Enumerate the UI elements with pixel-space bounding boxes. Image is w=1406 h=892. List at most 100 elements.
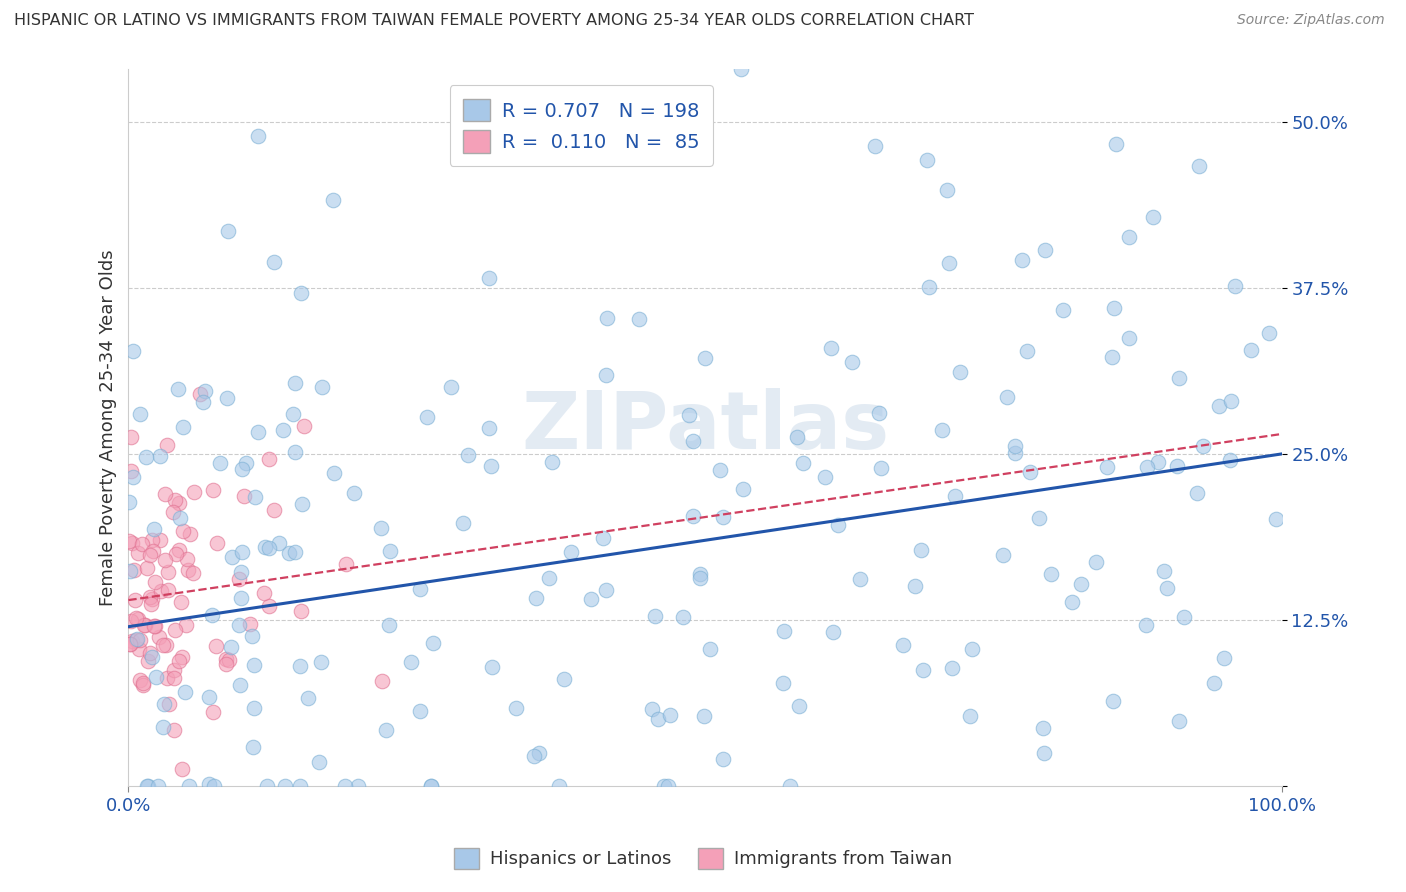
Point (1052, 302, 1074, 317)
Point (240, 629, 263, 643)
Point (231, 461, 253, 475)
Point (165, 547, 187, 561)
Point (730, 62, 752, 76)
Point (1173, 609, 1195, 624)
Point (141, 591, 163, 606)
Point (699, 642, 721, 657)
Point (134, 618, 156, 632)
Point (820, 341, 842, 355)
Point (174, 618, 197, 632)
Point (841, 354, 863, 368)
Point (135, 450, 157, 464)
Point (165, 624, 187, 638)
Point (120, 614, 142, 628)
Point (228, 572, 250, 586)
Point (592, 531, 614, 545)
Point (322, 194, 344, 208)
Point (269, 536, 291, 550)
Point (422, 636, 444, 650)
Point (1204, 676, 1226, 690)
Point (136, 560, 159, 574)
Point (288, 659, 311, 673)
Point (141, 533, 163, 547)
Point (848, 572, 870, 586)
Point (821, 625, 844, 640)
Point (121, 634, 143, 648)
Point (371, 674, 394, 689)
Point (1265, 512, 1288, 526)
Point (682, 509, 704, 524)
Point (931, 423, 953, 437)
Point (595, 583, 617, 598)
Point (142, 543, 165, 558)
Point (139, 548, 162, 562)
Point (201, 607, 224, 622)
Point (408, 582, 430, 596)
Point (1070, 577, 1092, 591)
Point (869, 461, 891, 475)
Point (311, 380, 333, 394)
Text: ZIPatlas: ZIPatlas (522, 388, 889, 467)
Point (231, 591, 253, 605)
Point (121, 536, 143, 550)
Point (523, 749, 546, 764)
Point (246, 425, 269, 440)
Point (1033, 244, 1056, 258)
Point (242, 658, 264, 673)
Point (457, 448, 479, 462)
Point (201, 705, 224, 719)
Point (290, 604, 312, 618)
Point (995, 390, 1018, 404)
Point (941, 661, 963, 675)
Point (787, 699, 810, 714)
Point (146, 779, 169, 793)
Point (132, 678, 155, 692)
Point (122, 563, 145, 577)
Point (143, 574, 166, 589)
Point (537, 571, 560, 585)
Point (346, 779, 368, 793)
Point (205, 639, 228, 653)
Point (904, 579, 927, 593)
Point (1118, 331, 1140, 345)
Legend: R = 0.707   N = 198, R =  0.110   N =  85: R = 0.707 N = 198, R = 0.110 N = 85 (450, 86, 713, 166)
Point (527, 746, 550, 760)
Point (1213, 650, 1236, 665)
Point (1101, 694, 1123, 708)
Legend: Hispanics or Latinos, Immigrants from Taiwan: Hispanics or Latinos, Immigrants from Ta… (446, 840, 960, 876)
Point (139, 591, 162, 605)
Point (333, 779, 356, 793)
Point (560, 545, 582, 559)
Point (322, 466, 344, 480)
Point (378, 544, 401, 558)
Point (419, 779, 441, 793)
Point (1033, 746, 1056, 760)
Point (290, 285, 312, 300)
Point (541, 455, 564, 469)
Point (121, 469, 143, 483)
Point (208, 456, 231, 470)
Point (163, 493, 186, 508)
Point (239, 617, 262, 632)
Point (191, 395, 214, 409)
Point (231, 545, 253, 559)
Point (1185, 485, 1208, 500)
Point (1004, 446, 1026, 460)
Point (1188, 159, 1211, 173)
Point (290, 779, 312, 793)
Text: HISPANIC OR LATINO VS IMMIGRANTS FROM TAIWAN FEMALE POVERTY AMONG 25-34 YEAR OLD: HISPANIC OR LATINO VS IMMIGRANTS FROM TA… (14, 13, 974, 29)
Point (156, 583, 179, 598)
Point (654, 779, 676, 793)
Point (792, 456, 814, 470)
Point (198, 777, 221, 791)
Point (297, 691, 319, 706)
Point (283, 407, 305, 421)
Point (692, 709, 714, 723)
Point (949, 365, 972, 379)
Point (641, 702, 664, 716)
Point (169, 511, 191, 525)
Point (155, 486, 177, 500)
Point (709, 463, 731, 477)
Point (202, 779, 225, 793)
Point (917, 153, 939, 167)
